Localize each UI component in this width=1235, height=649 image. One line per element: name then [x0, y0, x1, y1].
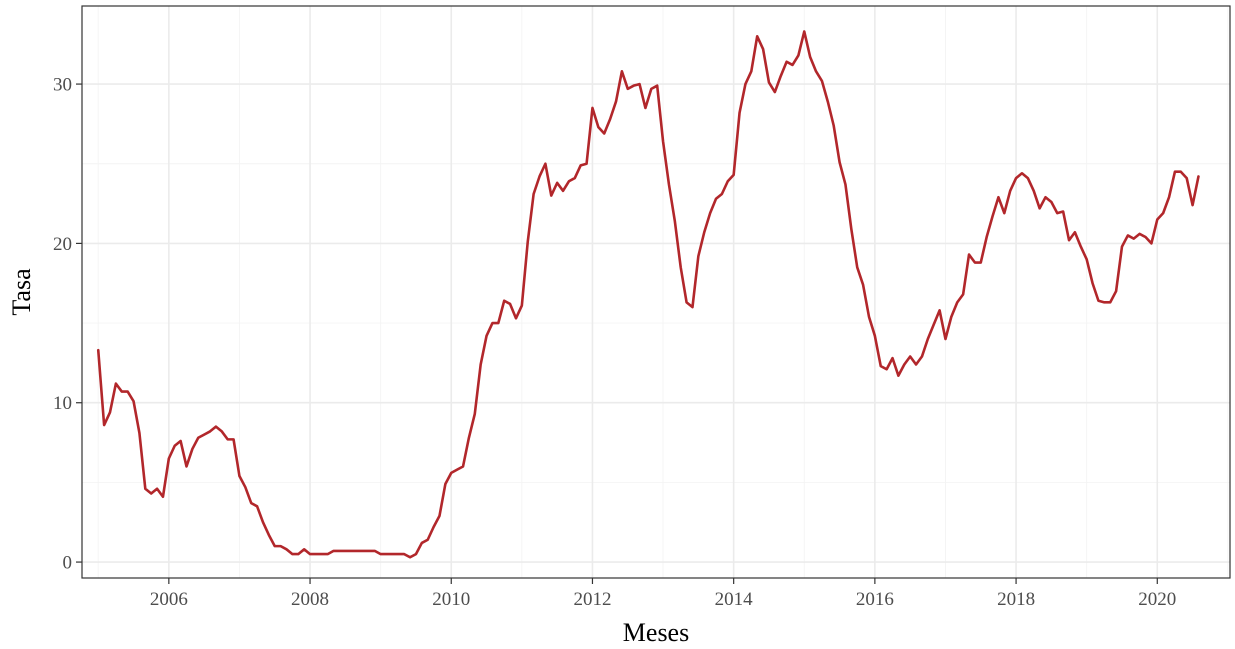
x-tick-label: 2010: [432, 589, 470, 610]
x-tick-label: 2006: [150, 589, 188, 610]
x-tick-label: 2016: [856, 589, 894, 610]
x-axis-title: Meses: [623, 618, 689, 647]
series-line: [96, 30, 1200, 559]
y-axis-title: Tasa: [7, 268, 36, 316]
major-gridlines: [82, 6, 1230, 578]
x-axis-ticks: 2006 2008 2010 2012 2014 2016 2018 2020: [150, 578, 1176, 610]
y-tick-label: 0: [63, 553, 73, 574]
y-tick-label: 30: [53, 75, 72, 96]
y-axis-ticks: 0 10 20 30: [53, 75, 82, 574]
plot-panel-border: [81, 5, 1231, 579]
x-tick-label: 2008: [291, 589, 329, 610]
minor-gridlines: [82, 6, 1230, 578]
x-tick-label: 2014: [715, 589, 754, 610]
x-tick-label: 2018: [997, 589, 1035, 610]
y-tick-label: 20: [53, 234, 72, 255]
x-tick-label: 2020: [1138, 589, 1176, 610]
x-tick-label: 2012: [573, 589, 611, 610]
data-series: [96, 30, 1200, 559]
y-tick-label: 10: [53, 393, 72, 414]
